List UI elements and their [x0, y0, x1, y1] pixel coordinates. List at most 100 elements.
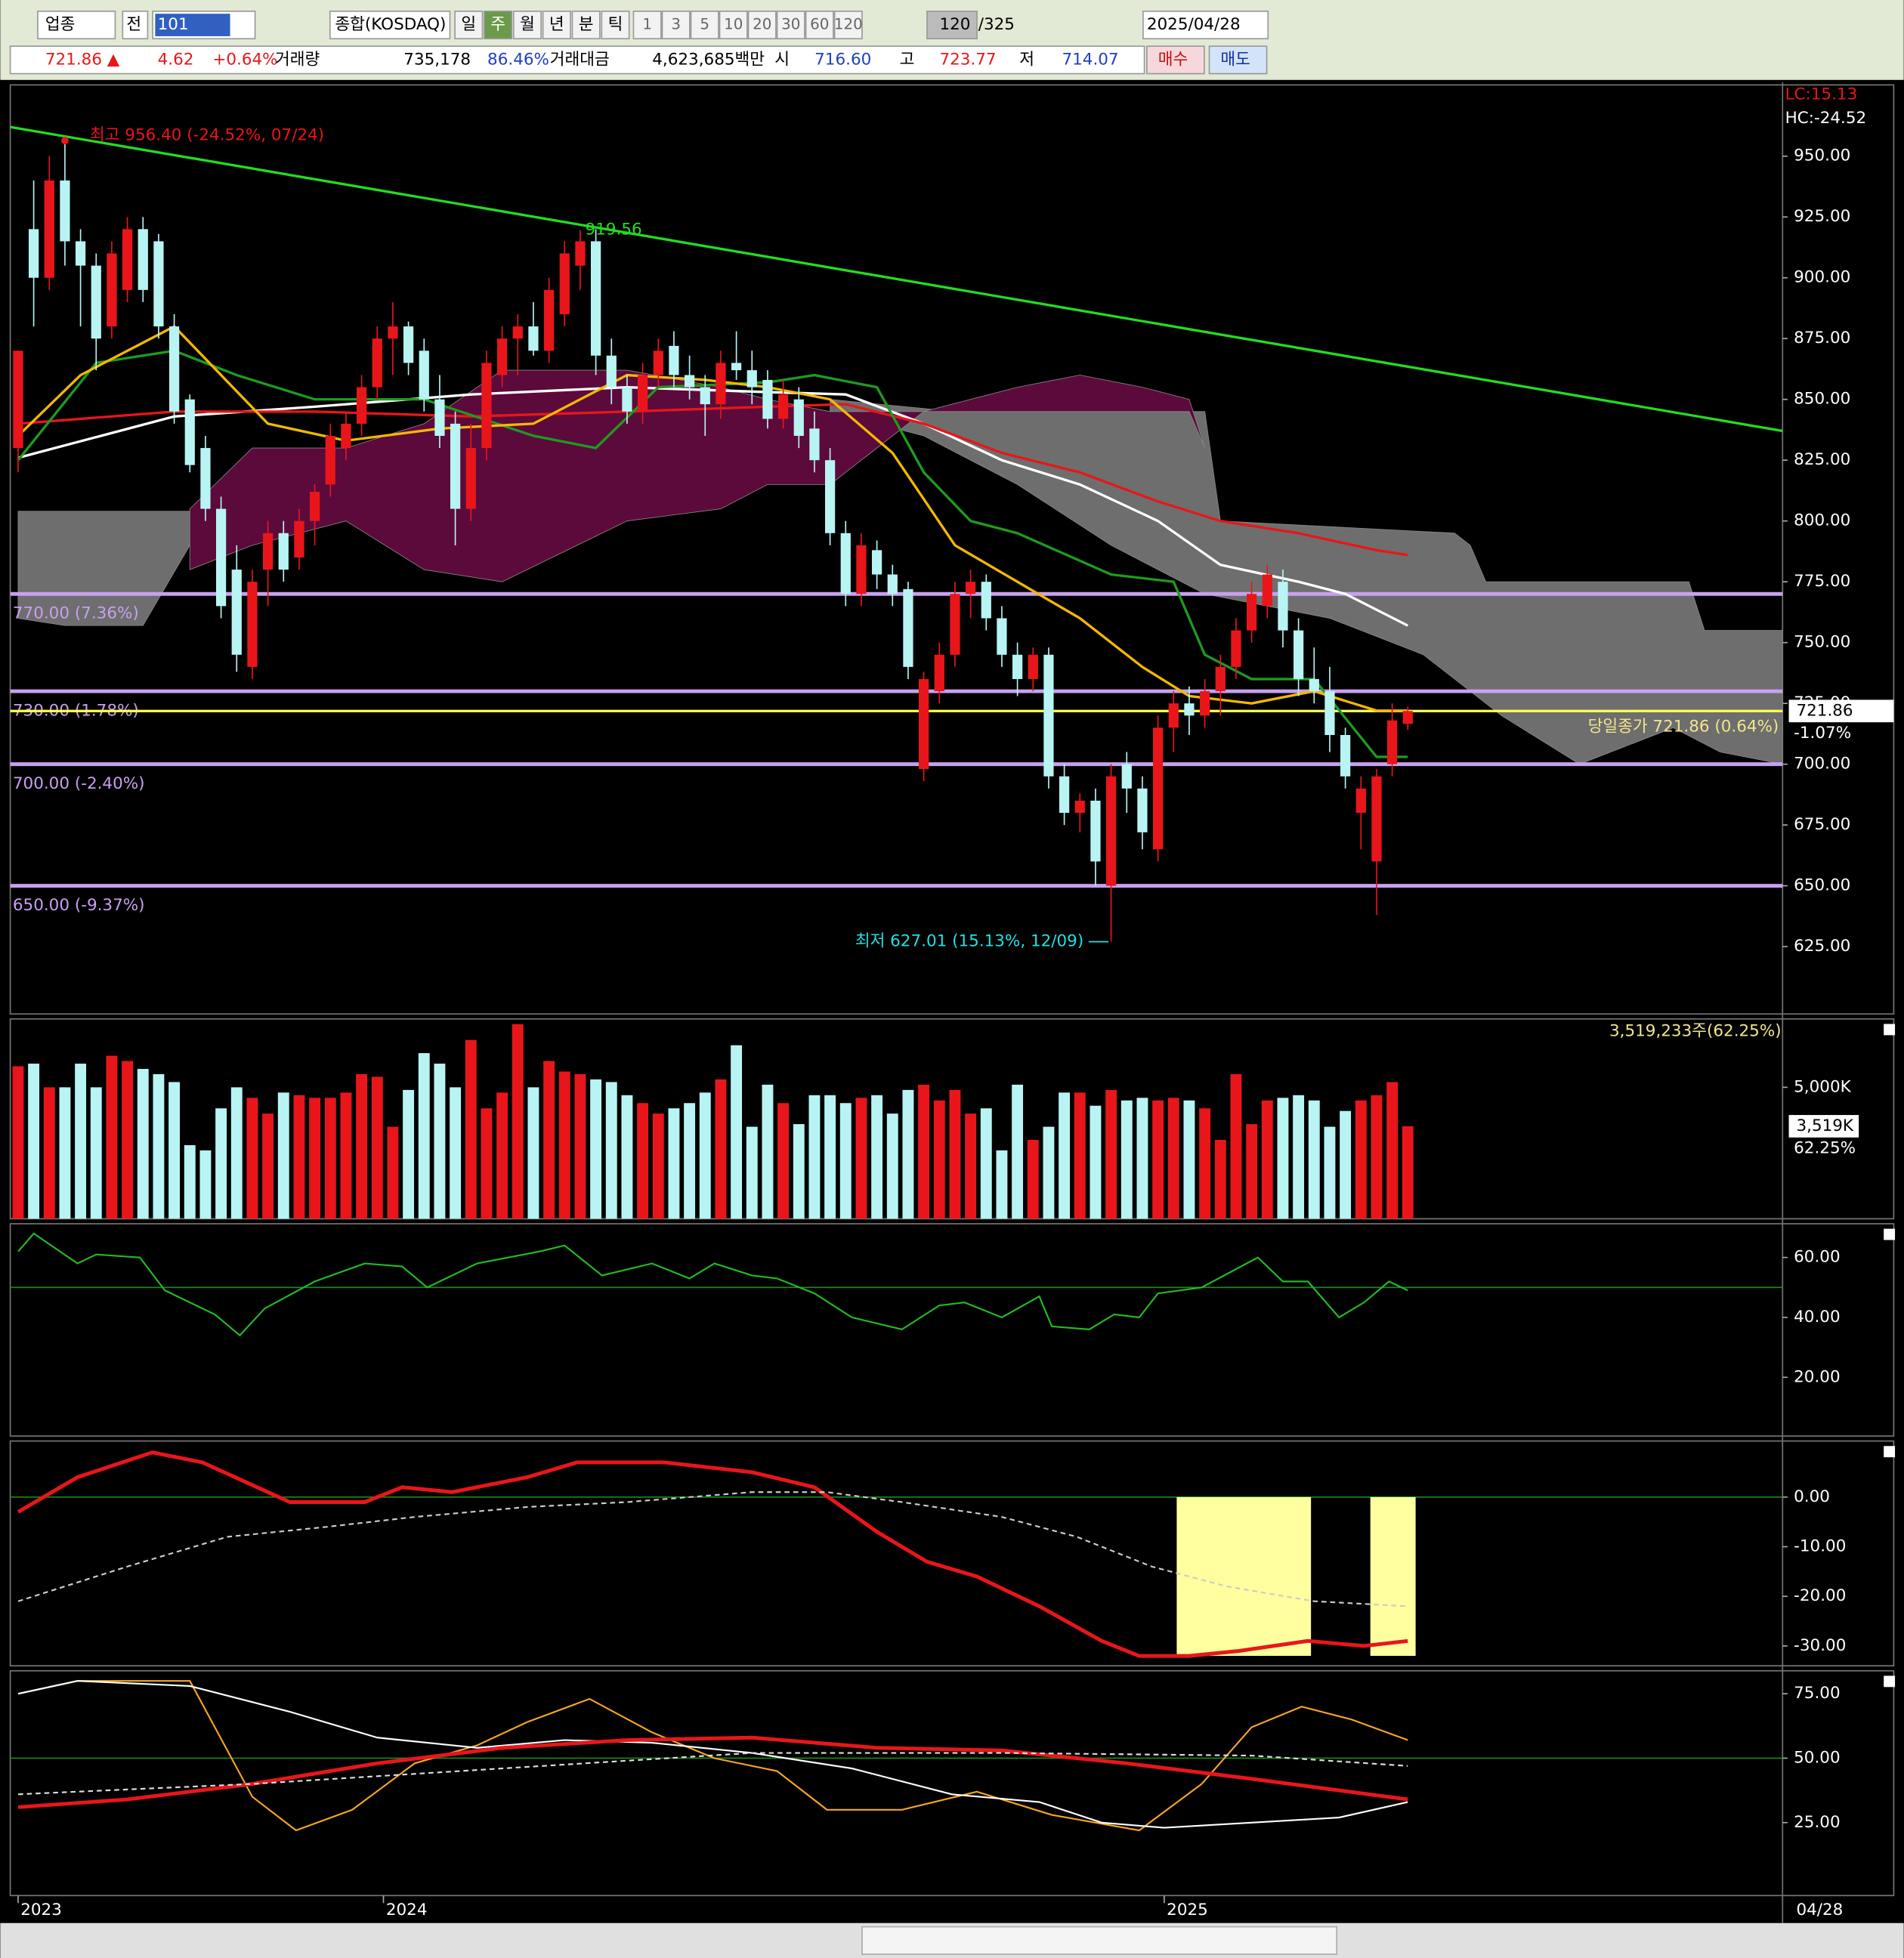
candle-body — [231, 570, 242, 655]
candle-body — [481, 363, 492, 449]
candle-body — [918, 678, 929, 770]
candle-body — [950, 594, 960, 655]
minute-button[interactable] — [690, 11, 719, 40]
candle-body — [388, 326, 398, 339]
candle-body — [1324, 691, 1335, 736]
minute-label: 20 — [753, 16, 771, 33]
period-button[interactable] — [512, 11, 542, 40]
minute-button[interactable] — [805, 11, 834, 40]
period-label: 일 — [461, 15, 476, 34]
candle-body — [450, 423, 461, 509]
minute-button[interactable] — [776, 11, 805, 40]
volume-bar — [512, 1024, 524, 1219]
y-tick-label: 5,000K — [1794, 1077, 1851, 1096]
prev-btn[interactable] — [122, 11, 149, 40]
y-tick-label: 0.00 — [1794, 1487, 1830, 1506]
x-tick-label: 2025 — [1167, 1901, 1208, 1919]
candle-body — [1355, 788, 1366, 814]
period-button[interactable] — [571, 11, 601, 40]
candle-body — [1137, 788, 1148, 832]
quote-open: 716.60 — [814, 50, 871, 69]
candle-body — [28, 229, 39, 278]
count-box[interactable] — [926, 11, 978, 40]
minute-button[interactable] — [833, 11, 863, 40]
candle-body — [622, 387, 632, 412]
volume-bar — [122, 1061, 134, 1219]
period-label: 분 — [579, 15, 594, 34]
zone — [1176, 1496, 1312, 1657]
close-panel-button[interactable] — [1884, 1446, 1896, 1458]
date-box[interactable] — [1142, 11, 1269, 40]
close-panel-button[interactable] — [1884, 1024, 1896, 1036]
y-tick-label: 850.00 — [1794, 390, 1850, 409]
period-button[interactable] — [601, 11, 630, 40]
volume-bar — [1340, 1110, 1352, 1219]
period-button[interactable] — [454, 11, 484, 40]
minute-button[interactable] — [719, 11, 748, 40]
indicator-line — [17, 1450, 1408, 1658]
volume-bar — [933, 1100, 945, 1219]
quote-rate: +0.64% — [212, 50, 277, 69]
y-tick-label: 925.00 — [1794, 207, 1850, 226]
sell-button[interactable] — [1208, 45, 1268, 75]
close-panel-button[interactable] — [1884, 1675, 1896, 1688]
candle-body — [543, 289, 555, 351]
panel-frame — [9, 84, 1895, 1015]
volume-bar — [902, 1089, 914, 1219]
volume-bar — [1261, 1100, 1273, 1219]
candle-body — [1387, 720, 1398, 764]
volume-bar — [28, 1064, 40, 1219]
candle-body — [184, 399, 195, 465]
volume-bar — [637, 1103, 649, 1219]
minute-button[interactable] — [747, 11, 777, 40]
volume-bar — [387, 1126, 399, 1219]
level-label: 700.00 (-2.40%) — [13, 774, 145, 793]
candle-body — [856, 545, 867, 595]
candle-body — [60, 180, 70, 242]
candle-body — [153, 241, 164, 327]
lc: LC:15.13 — [1785, 85, 1858, 104]
quote-change: 4.62 — [158, 50, 194, 69]
zone — [1370, 1496, 1416, 1657]
y-tick-label: -30.00 — [1794, 1636, 1846, 1655]
scroll-thumb[interactable] — [861, 1926, 1337, 1955]
candle-body — [809, 428, 820, 461]
volume-bar — [90, 1087, 102, 1219]
volume-bar — [1152, 1100, 1164, 1219]
candle-body — [762, 379, 773, 419]
code: 101 — [158, 15, 189, 34]
indicator-line — [17, 1491, 1408, 1607]
y-tick-label: 750.00 — [1794, 633, 1850, 652]
close-panel-button[interactable] — [1884, 1228, 1896, 1240]
candle-body — [871, 550, 882, 575]
moving-average — [17, 403, 1408, 557]
minute-button[interactable] — [632, 11, 662, 40]
period-button[interactable] — [484, 11, 513, 40]
candle-body — [356, 387, 367, 424]
candle-body — [1293, 630, 1304, 679]
period-button[interactable] — [542, 11, 571, 40]
y-tick-label: 675.00 — [1794, 815, 1850, 834]
market-select[interactable] — [37, 11, 116, 40]
volume-bar — [574, 1073, 586, 1219]
candle-body — [590, 241, 601, 356]
candle-body — [247, 582, 258, 667]
label: 거래대금 — [550, 50, 610, 69]
volume-bar — [1277, 1098, 1289, 1219]
y-tick-label: 800.00 — [1794, 511, 1850, 530]
buy-button[interactable] — [1146, 45, 1205, 75]
panel: 0.00 -10.00 -20.00 -30.00 — [10, 1446, 1896, 1658]
volume-bar — [434, 1064, 446, 1219]
minute-button[interactable] — [661, 11, 691, 40]
candle-body — [793, 399, 804, 436]
volume-bar — [465, 1039, 477, 1219]
high-marker — [60, 137, 69, 145]
candle-body — [1402, 711, 1413, 724]
volume-bar — [418, 1053, 430, 1219]
candle-body — [75, 241, 86, 266]
volume-bar — [1324, 1126, 1336, 1219]
last-date: 04/28 — [1796, 1901, 1843, 1919]
indicator-line — [17, 1735, 1408, 1809]
candle-body — [1090, 800, 1101, 862]
volume-bar — [543, 1061, 555, 1219]
